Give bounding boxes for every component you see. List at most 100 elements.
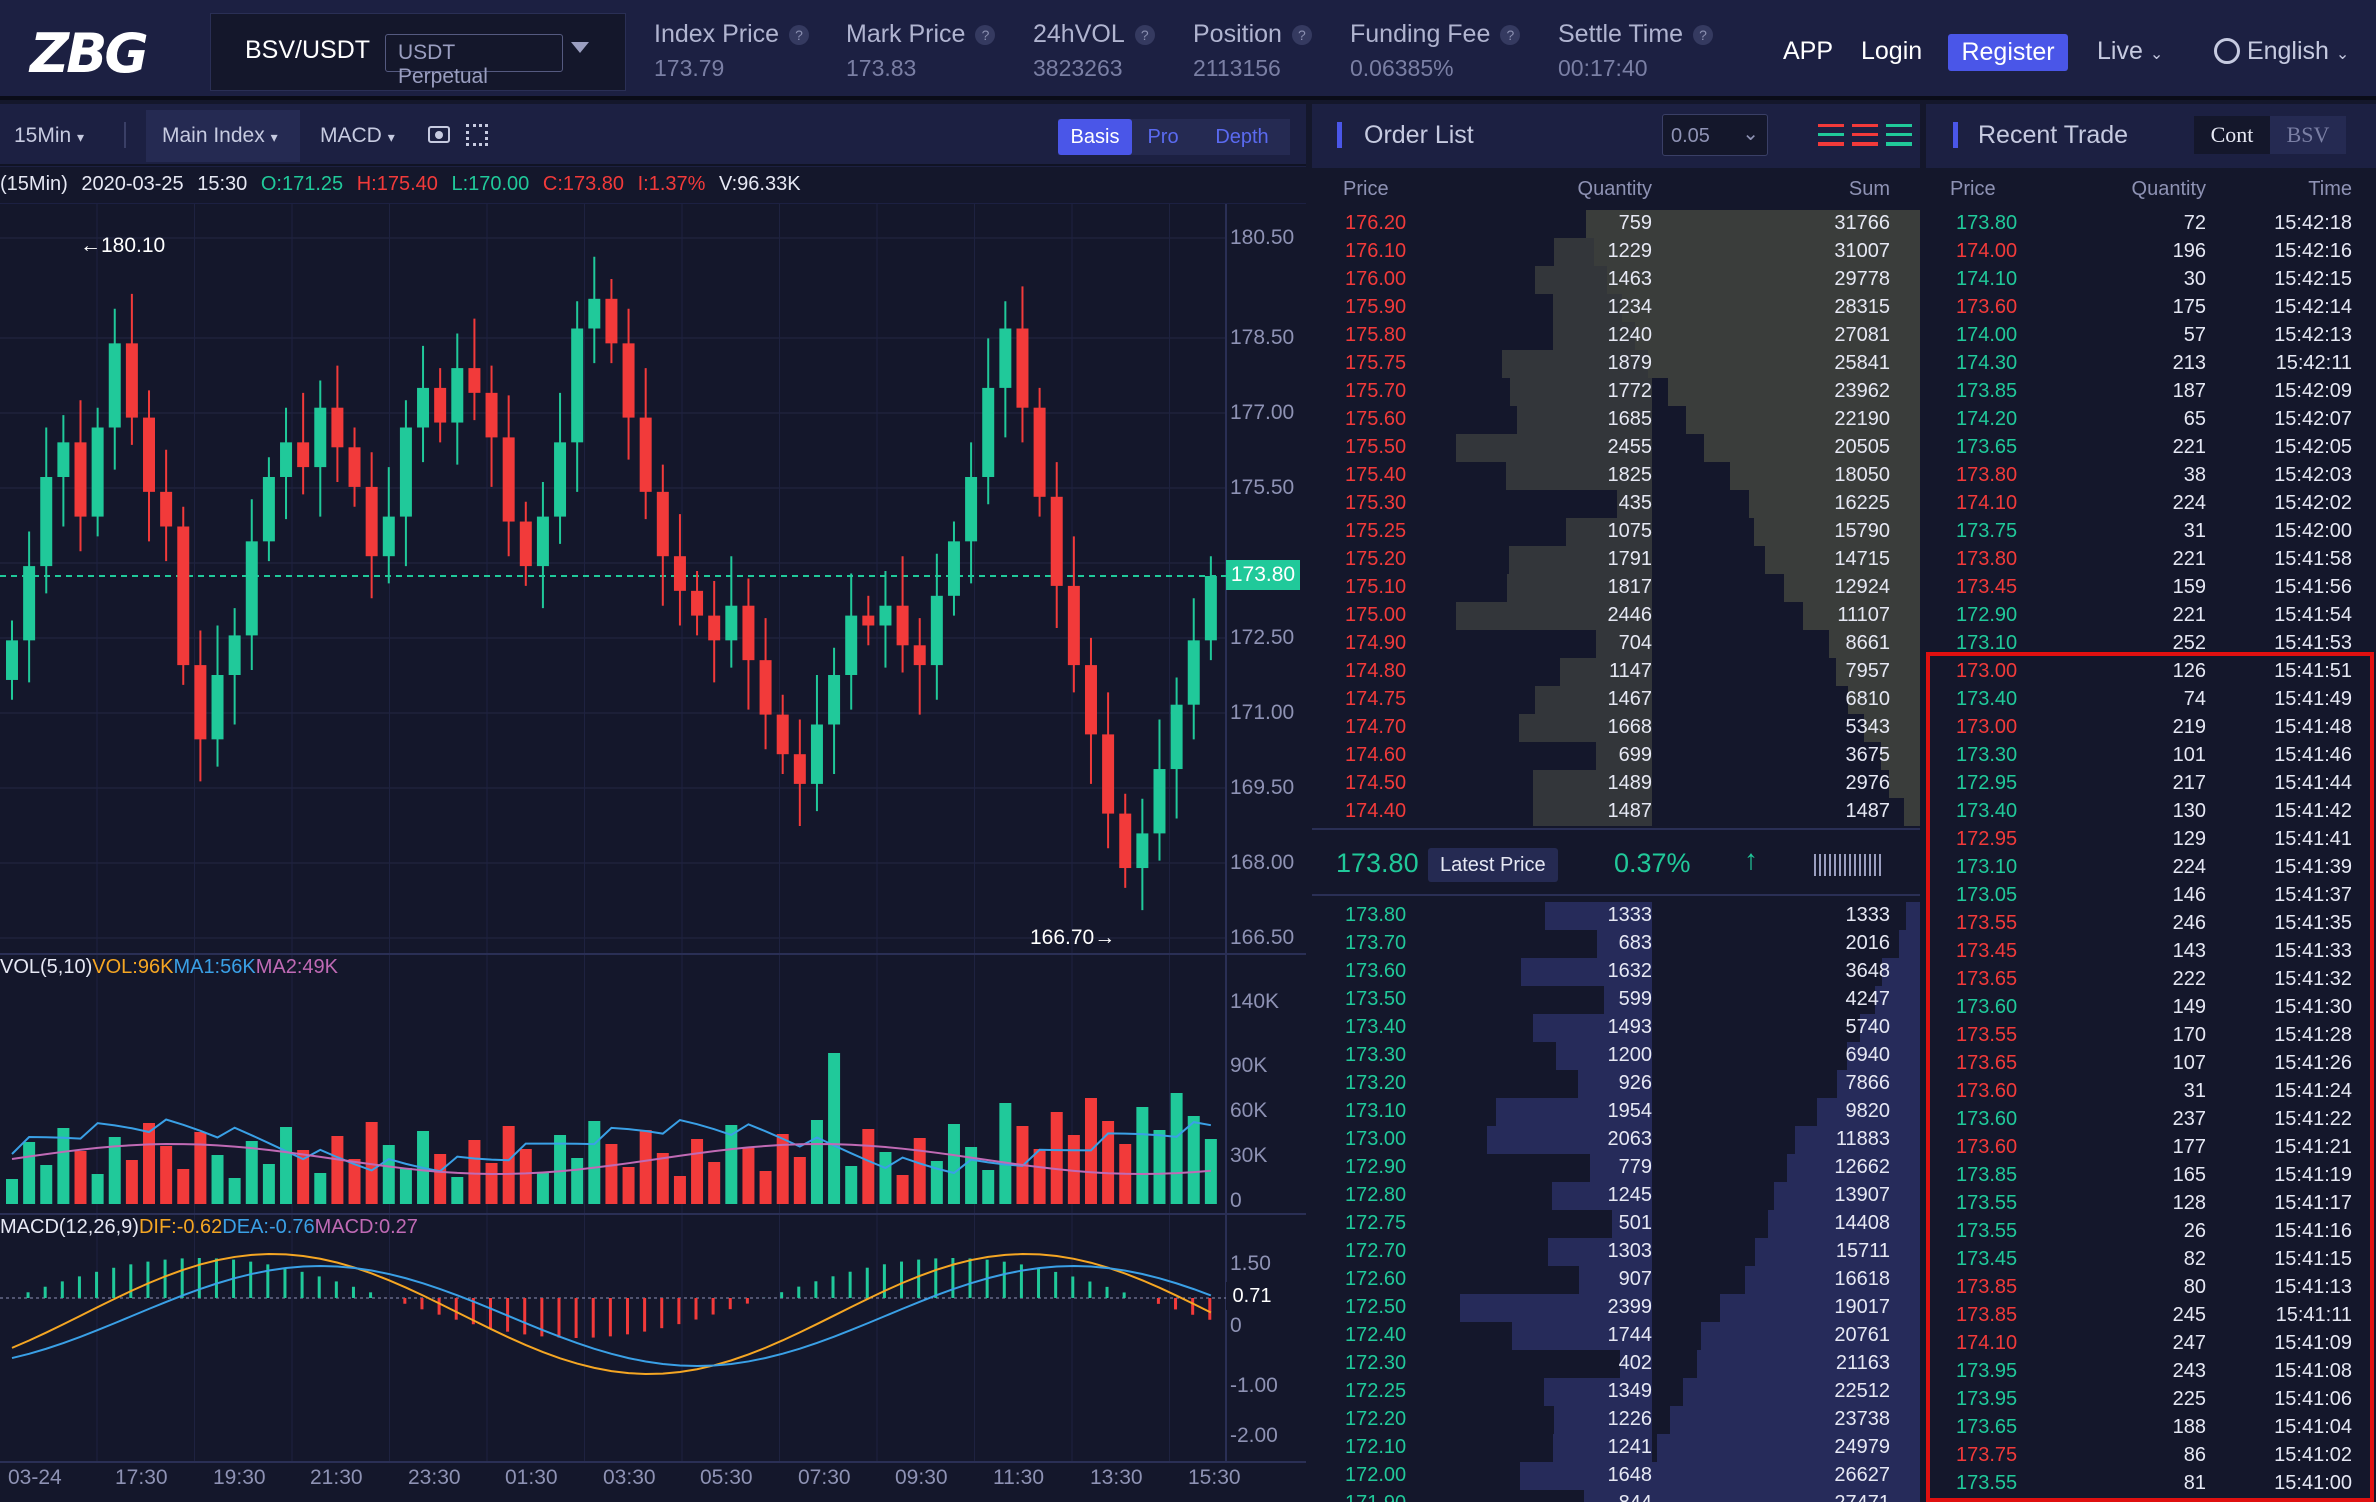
order-sum: 12924 <box>1834 576 1890 598</box>
order-row[interactable]: 172.30 402 21163 <box>1312 1350 1920 1378</box>
order-row[interactable]: 174.80 1147 7957 <box>1312 658 1920 686</box>
macd-bar <box>1122 1292 1126 1298</box>
order-row[interactable]: 175.30 435 16225 <box>1312 490 1920 518</box>
order-row[interactable]: 175.75 1879 25841 <box>1312 350 1920 378</box>
order-row[interactable]: 173.50 599 4247 <box>1312 986 1920 1014</box>
order-row[interactable]: 176.00 1463 29778 <box>1312 266 1920 294</box>
order-row[interactable]: 175.10 1817 12924 <box>1312 574 1920 602</box>
pair-selector[interactable]: BSV/USDT USDT Perpetual <box>210 13 626 91</box>
candle-body <box>1136 833 1149 869</box>
order-quantity: 779 <box>1618 1156 1652 1178</box>
order-row[interactable]: 172.75 501 14408 <box>1312 1210 1920 1238</box>
stat-label: Mark Price <box>846 20 966 48</box>
precision-select[interactable]: 0.05 ⌄ <box>1662 114 1768 156</box>
trade-time: 15:42:09 <box>2274 380 2352 402</box>
order-row[interactable]: 172.60 907 16618 <box>1312 1266 1920 1294</box>
trade-quantity: 65 <box>2183 408 2206 430</box>
view-depth-button[interactable]: Depth <box>1215 126 1269 148</box>
volume-bar <box>519 1149 532 1204</box>
depth-mode-bids-icon[interactable] <box>1886 124 1912 146</box>
depth-mode-both-icon[interactable] <box>1818 124 1844 146</box>
order-row[interactable]: 174.70 1668 5343 <box>1312 714 1920 742</box>
help-icon[interactable]: ? <box>975 25 996 46</box>
order-row[interactable]: 176.10 1229 31007 <box>1312 238 1920 266</box>
tab-bsv[interactable]: BSV <box>2270 116 2346 154</box>
order-row[interactable]: 174.75 1467 6810 <box>1312 686 1920 714</box>
order-row[interactable]: 173.70 683 2016 <box>1312 930 1920 958</box>
app-link[interactable]: APP <box>1783 37 1834 65</box>
order-row[interactable]: 175.90 1234 28315 <box>1312 294 1920 322</box>
trade-price: 173.45 <box>1956 1248 2018 1270</box>
help-icon[interactable]: ? <box>1134 25 1155 46</box>
order-row[interactable]: 173.40 1493 5740 <box>1312 1014 1920 1042</box>
main-index-select[interactable]: Main Index ▾ <box>162 124 278 148</box>
volume-bar <box>365 1122 378 1204</box>
order-row[interactable]: 171.90 844 27471 <box>1312 1490 1920 1502</box>
order-row[interactable]: 172.40 1744 20761 <box>1312 1322 1920 1350</box>
chart-panel: 15Min ▾ Main Index ▾ MACD ▾ Basis Pro De… <box>0 104 1306 1502</box>
order-row[interactable]: 174.40 1487 1487 <box>1312 798 1920 826</box>
chart-canvas[interactable]: 180.50 178.50 177.00 175.50 172.50 171.0… <box>0 204 1306 1502</box>
trade-time: 15:41:39 <box>2274 856 2352 878</box>
order-row[interactable]: 172.20 1226 23738 <box>1312 1406 1920 1434</box>
order-row[interactable]: 174.90 704 8661 <box>1312 630 1920 658</box>
order-row[interactable]: 173.80 1333 1333 <box>1312 902 1920 930</box>
order-row[interactable]: 175.70 1772 23962 <box>1312 378 1920 406</box>
language-label: English <box>2246 37 2329 65</box>
order-row[interactable]: 174.50 1489 2976 <box>1312 770 1920 798</box>
depth-bar <box>1847 1042 1920 1070</box>
help-icon[interactable]: ? <box>1693 25 1714 46</box>
order-row[interactable]: 173.60 1632 3648 <box>1312 958 1920 986</box>
interval-select[interactable]: 15Min ▾ <box>14 124 84 148</box>
order-row[interactable]: 172.25 1349 22512 <box>1312 1378 1920 1406</box>
trade-price: 173.45 <box>1956 940 2018 962</box>
order-row[interactable]: 174.60 699 3675 <box>1312 742 1920 770</box>
candlestick-chart[interactable] <box>0 204 1306 1502</box>
order-row[interactable]: 175.25 1075 15790 <box>1312 518 1920 546</box>
zbg-logo[interactable]: ZBG <box>30 22 149 85</box>
volume-bar <box>194 1132 207 1204</box>
trade-time: 15:41:24 <box>2274 1080 2352 1102</box>
view-basis-button[interactable]: Basis <box>1058 119 1132 155</box>
order-row[interactable]: 172.80 1245 13907 <box>1312 1182 1920 1210</box>
order-row[interactable]: 173.10 1954 9820 <box>1312 1098 1920 1126</box>
fullscreen-icon[interactable] <box>466 124 488 146</box>
order-row[interactable]: 175.60 1685 22190 <box>1312 406 1920 434</box>
chevron-down-icon[interactable] <box>571 42 589 53</box>
language-menu[interactable]: English ⌄ <box>2214 37 2349 66</box>
order-row[interactable]: 175.20 1791 14715 <box>1312 546 1920 574</box>
order-row[interactable]: 172.00 1648 26627 <box>1312 1462 1920 1490</box>
stat-value: 3823263 <box>1033 55 1123 81</box>
order-row[interactable]: 173.00 2063 11883 <box>1312 1126 1920 1154</box>
order-row[interactable]: 175.50 2455 20505 <box>1312 434 1920 462</box>
order-sum: 3675 <box>1845 744 1891 766</box>
live-menu[interactable]: Live ⌄ <box>2097 37 2163 66</box>
pair-name[interactable]: BSV/USDT <box>245 36 371 64</box>
contract-type-select[interactable]: USDT Perpetual <box>385 34 563 88</box>
order-quantity: 1147 <box>1608 660 1652 682</box>
order-row[interactable]: 173.20 926 7866 <box>1312 1070 1920 1098</box>
order-row[interactable]: 172.10 1241 24979 <box>1312 1434 1920 1462</box>
register-button[interactable]: Register <box>1948 34 2068 71</box>
depth-mode-asks-icon[interactable] <box>1852 124 1878 146</box>
help-icon[interactable]: ? <box>789 25 810 46</box>
order-row[interactable]: 172.90 779 12662 <box>1312 1154 1920 1182</box>
tab-cont[interactable]: Cont <box>2194 116 2270 154</box>
camera-icon[interactable] <box>428 126 450 143</box>
indicator-select[interactable]: MACD ▾ <box>320 124 395 148</box>
order-row[interactable]: 173.30 1200 6940 <box>1312 1042 1920 1070</box>
order-row[interactable]: 175.40 1825 18050 <box>1312 462 1920 490</box>
view-pro-button[interactable]: Pro <box>1147 126 1179 148</box>
login-link[interactable]: Login <box>1861 37 1923 65</box>
candle-body <box>1033 407 1046 497</box>
trade-quantity: 196 <box>2172 240 2206 262</box>
order-row[interactable]: 172.50 2399 19017 <box>1312 1294 1920 1322</box>
order-row[interactable]: 175.80 1240 27081 <box>1312 322 1920 350</box>
trade-quantity: 107 <box>2172 1052 2206 1074</box>
help-icon[interactable]: ? <box>1500 25 1521 46</box>
macd-bar <box>711 1298 715 1315</box>
help-icon[interactable]: ? <box>1291 25 1312 46</box>
order-row[interactable]: 172.70 1303 15711 <box>1312 1238 1920 1266</box>
order-row[interactable]: 176.20 759 31766 <box>1312 210 1920 238</box>
order-row[interactable]: 175.00 2446 11107 <box>1312 602 1920 630</box>
